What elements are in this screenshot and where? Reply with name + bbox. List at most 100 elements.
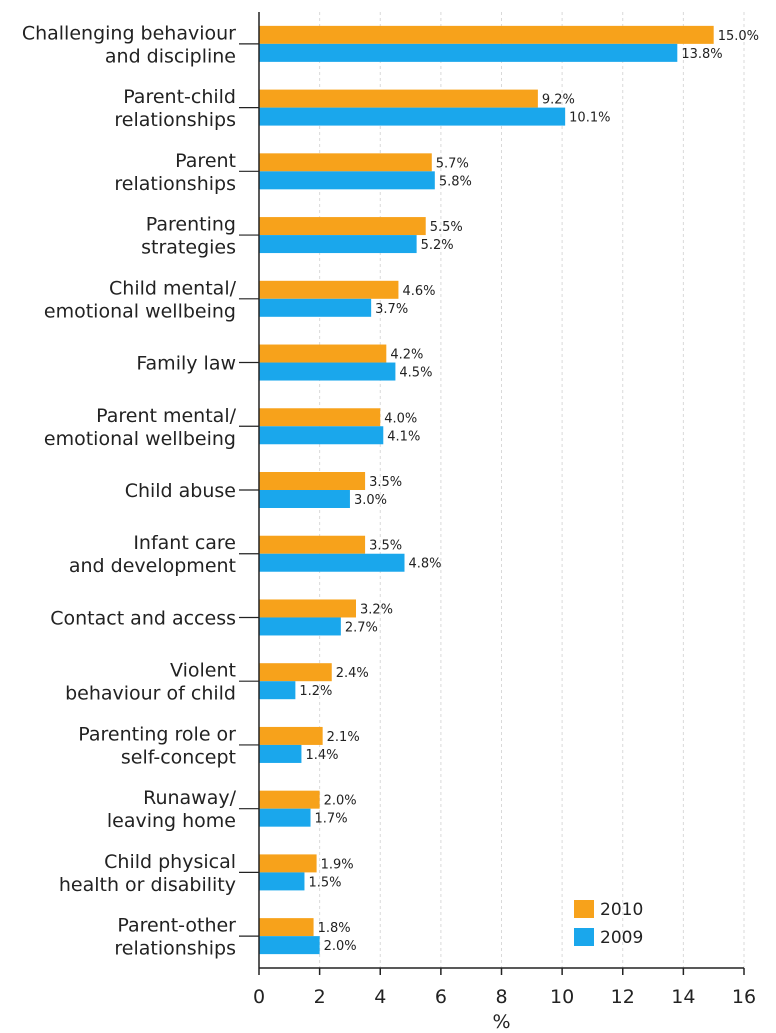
bar-2010 [259, 89, 538, 108]
category-label: Child abuse [125, 480, 236, 502]
x-tick-label: 6 [435, 986, 447, 1008]
value-label-2009: 4.5% [399, 366, 432, 381]
bar-2009 [259, 235, 417, 254]
category-label: self-concept [121, 746, 236, 768]
bar-2009 [259, 872, 305, 891]
value-label-2010: 1.9% [321, 857, 354, 872]
bar-2010 [259, 472, 366, 490]
category-label: Infant care [133, 532, 236, 554]
value-label-2009: 3.0% [354, 493, 387, 508]
value-label-2010: 4.2% [390, 348, 423, 363]
bar-2009 [259, 617, 341, 636]
category-label: Family law [136, 353, 236, 375]
category-label: Violent [170, 660, 236, 682]
value-label-2010: 4.6% [402, 284, 435, 299]
bar-2009 [259, 490, 350, 508]
bar-2010 [259, 344, 387, 363]
category-label: health or disability [59, 874, 236, 896]
category-label: Parent-child [123, 86, 236, 108]
bar-2010 [259, 854, 317, 873]
value-label-2009: 1.2% [299, 684, 332, 699]
bar-2009 [259, 553, 405, 572]
value-label-2009: 1.7% [315, 812, 348, 827]
bar-2010 [259, 790, 320, 809]
x-tick-label: 4 [374, 986, 386, 1008]
legend: 2010 2009 [574, 900, 643, 948]
category-label: relationships [114, 938, 236, 960]
category-label: Parent-other [117, 915, 236, 937]
x-tick-label: 8 [495, 986, 507, 1008]
bar-2009 [259, 744, 302, 763]
value-label-2010: 2.0% [324, 794, 357, 809]
legend-swatch-2010 [574, 900, 594, 918]
category-label: Contact and access [50, 607, 236, 629]
bar-2009 [259, 681, 296, 700]
category-label: emotional wellbeing [44, 300, 236, 322]
value-label-2009: 4.1% [387, 429, 420, 444]
category-label: and discipline [105, 45, 236, 67]
bar-2010 [259, 918, 314, 937]
value-label-2010: 3.2% [360, 602, 393, 617]
value-label-2009: 13.8% [681, 47, 722, 62]
bar-2010 [259, 153, 432, 172]
category-label: relationships [114, 173, 236, 195]
value-label-2009: 1.5% [308, 875, 341, 890]
value-label-2009: 3.7% [375, 302, 408, 317]
value-label-2010: 3.5% [369, 539, 402, 554]
category-label: Child mental/ [109, 277, 237, 299]
category-label: and development [69, 555, 236, 577]
bar-2010 [259, 280, 399, 299]
value-label-2010: 5.7% [436, 156, 469, 171]
legend-label-2009: 2009 [600, 928, 643, 948]
x-tick-label: 10 [550, 986, 574, 1008]
bar-2009 [259, 43, 678, 62]
category-label: Parenting role or [78, 723, 236, 745]
bar-2010 [259, 599, 356, 618]
value-label-2009: 10.1% [569, 111, 610, 126]
bar-2010 [259, 408, 381, 427]
bar-2009 [259, 171, 435, 190]
legend-swatch-2009 [574, 928, 594, 946]
x-tick-label: 14 [671, 986, 695, 1008]
value-label-2009: 4.8% [409, 557, 442, 572]
legend-label-2010: 2010 [600, 900, 643, 920]
x-tick-label: 0 [253, 986, 265, 1008]
value-label-2010: 1.8% [318, 921, 351, 936]
bar-2009 [259, 936, 320, 955]
category-label: Parent [175, 150, 236, 172]
x-tick-label: 12 [611, 986, 635, 1008]
bars [259, 25, 714, 955]
bar-2010 [259, 217, 426, 236]
bar-2009 [259, 426, 384, 445]
category-label: behaviour of child [65, 683, 236, 705]
category-label: Runaway/ [143, 787, 237, 809]
category-label: strategies [141, 237, 236, 259]
x-axis-title: % [492, 1011, 510, 1033]
x-tick-label: 16 [732, 986, 756, 1008]
bar-2009 [259, 362, 396, 381]
value-label-2010: 2.4% [336, 666, 369, 681]
bar-2009 [259, 107, 566, 126]
value-label-2009: 5.8% [439, 174, 472, 189]
category-label: emotional wellbeing [44, 428, 236, 450]
value-label-2010: 15.0% [718, 29, 759, 44]
category-label: Child physical [104, 851, 236, 873]
value-label-2009: 2.0% [324, 939, 357, 954]
value-label-2010: 9.2% [542, 93, 575, 108]
value-label-2010: 3.5% [369, 475, 402, 490]
value-label-2009: 5.2% [421, 238, 454, 253]
value-labels: 15.0% 13.8% 9.2% 10.1% 5.7% 5.8% 5.5% 5.2% 4.6% 3… [299, 29, 759, 954]
value-label-2010: 2.1% [327, 730, 360, 745]
category-label: Challenging behaviour [22, 22, 236, 44]
axes [239, 12, 745, 975]
bar-2010 [259, 25, 714, 44]
category-label: relationships [114, 109, 236, 131]
value-label-2010: 5.5% [430, 220, 463, 235]
bar-2009 [259, 808, 311, 827]
x-tick-label: 2 [314, 986, 326, 1008]
bar-2010 [259, 663, 332, 682]
category-label: Parent mental/ [96, 405, 236, 427]
bar-2010 [259, 726, 323, 745]
